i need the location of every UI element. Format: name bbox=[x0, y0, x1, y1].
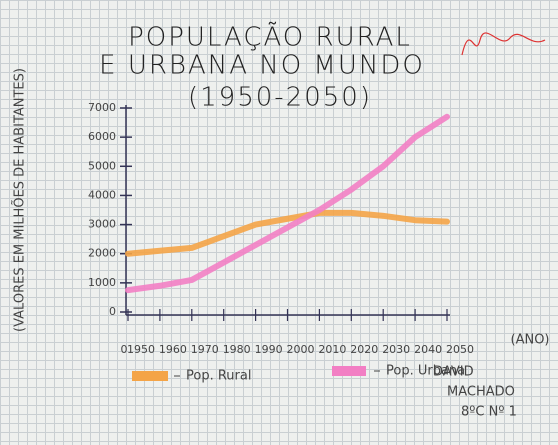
x-tick-label: 1950 bbox=[127, 343, 155, 356]
y-tick-label: 3000 bbox=[88, 218, 116, 231]
x-tick-label: 1980 bbox=[223, 343, 251, 356]
x-tick-label: 2010 bbox=[318, 343, 346, 356]
y-tick-label: 7000 bbox=[88, 101, 116, 114]
author-line: MACHADO bbox=[447, 385, 515, 400]
x-tick-label: 2040 bbox=[414, 343, 442, 356]
y-tick-label: 0 bbox=[109, 305, 116, 318]
x-tick-label: 2050 bbox=[446, 343, 474, 356]
y-tick-label: 4000 bbox=[88, 188, 116, 201]
data-line bbox=[125, 209, 450, 257]
x-tick-label: 2020 bbox=[350, 343, 378, 356]
x-tick-label: 2030 bbox=[382, 343, 410, 356]
x-tick-label: 1990 bbox=[255, 343, 283, 356]
x-tick-label: 1960 bbox=[159, 343, 187, 356]
author-line: DAVID bbox=[433, 365, 474, 380]
data-line bbox=[125, 113, 450, 294]
x-origin-label: 0 bbox=[121, 343, 128, 356]
y-tick-label: 2000 bbox=[88, 247, 116, 260]
title-line: POPULAÇÃO RURAL bbox=[128, 21, 412, 53]
x-tick-label: 1970 bbox=[191, 343, 219, 356]
y-tick-label: 6000 bbox=[88, 130, 116, 143]
x-tick-label: 2000 bbox=[287, 343, 315, 356]
signature-scribble bbox=[461, 32, 546, 56]
title-line: (1950-2050) bbox=[188, 83, 372, 113]
y-tick-label: 5000 bbox=[88, 159, 116, 172]
legend-label: Pop. Rural bbox=[186, 369, 251, 384]
y-axis-label: (VALORES EM MILHÕES DE HABITANTES) bbox=[12, 68, 28, 332]
y-tick-label: 1000 bbox=[88, 276, 116, 289]
title-line: E URBANA NO MUNDO bbox=[99, 51, 425, 81]
author-line: 8ºC Nº 1 bbox=[461, 405, 517, 420]
x-axis-label: (ANO) bbox=[511, 333, 550, 348]
legend-label: Pop. Urbana bbox=[386, 364, 465, 379]
